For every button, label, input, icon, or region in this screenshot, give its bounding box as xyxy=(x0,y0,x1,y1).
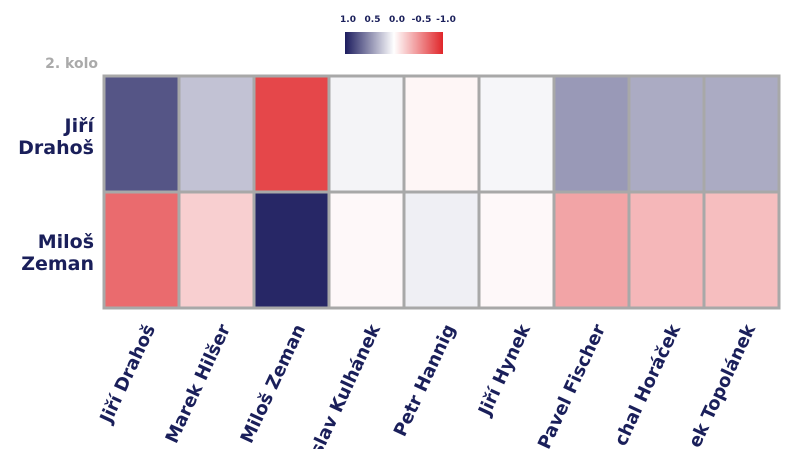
legend-tick-label: 1.0 xyxy=(340,15,356,25)
heatmap-cell xyxy=(402,190,481,310)
heatmap-cell xyxy=(627,190,706,310)
heatmap-cell xyxy=(552,74,631,194)
heatmap-cell xyxy=(702,190,781,310)
row-label: Miloš Zeman xyxy=(21,231,94,275)
column-label: Miloš Zeman xyxy=(237,321,310,446)
heatmap-cell xyxy=(102,190,181,310)
heatmap-cell xyxy=(327,190,406,310)
column-label: Jiří Drahoš xyxy=(95,321,160,428)
legend-colorbar xyxy=(345,32,443,54)
column-label: ek Topolánek xyxy=(685,320,761,449)
legend-tick-label: -1.0 xyxy=(436,15,456,25)
row-label: Jiří Drahoš xyxy=(18,115,95,159)
legend-tick-label: 0.5 xyxy=(365,15,381,25)
heatmap-cell xyxy=(702,74,781,194)
column-label: slav Kulhánek xyxy=(306,320,385,449)
legend-tick-label: 0.0 xyxy=(389,15,405,25)
column-label: Marek Hilšer xyxy=(162,321,235,447)
heatmap-cell xyxy=(402,74,481,194)
heatmap-cell xyxy=(477,74,556,194)
column-label: Pavel Fischer xyxy=(534,321,610,449)
heatmap-cell xyxy=(327,74,406,194)
row-labels: Jiří Drahoš Miloš Zeman xyxy=(18,115,95,275)
heatmap-cell xyxy=(252,74,331,194)
round-label: 2. kolo xyxy=(45,56,98,72)
column-label: Petr Hannig xyxy=(390,321,460,440)
legend-tick-label: -0.5 xyxy=(412,15,432,25)
color-legend: 1.0 0.5 0.0 -0.5 -1.0 xyxy=(340,15,456,54)
heatmap-cell xyxy=(252,190,331,310)
heatmap-cell xyxy=(102,74,181,194)
column-label: chal Horáček xyxy=(610,320,685,449)
column-label: Jiří Hynek xyxy=(474,320,536,420)
heatmap-cell xyxy=(477,190,556,310)
heatmap-cells xyxy=(102,74,781,310)
heatmap-cell xyxy=(177,190,256,310)
heatmap-cell xyxy=(552,190,631,310)
heatmap-cell xyxy=(627,74,706,194)
heatmap-cell xyxy=(177,74,256,194)
